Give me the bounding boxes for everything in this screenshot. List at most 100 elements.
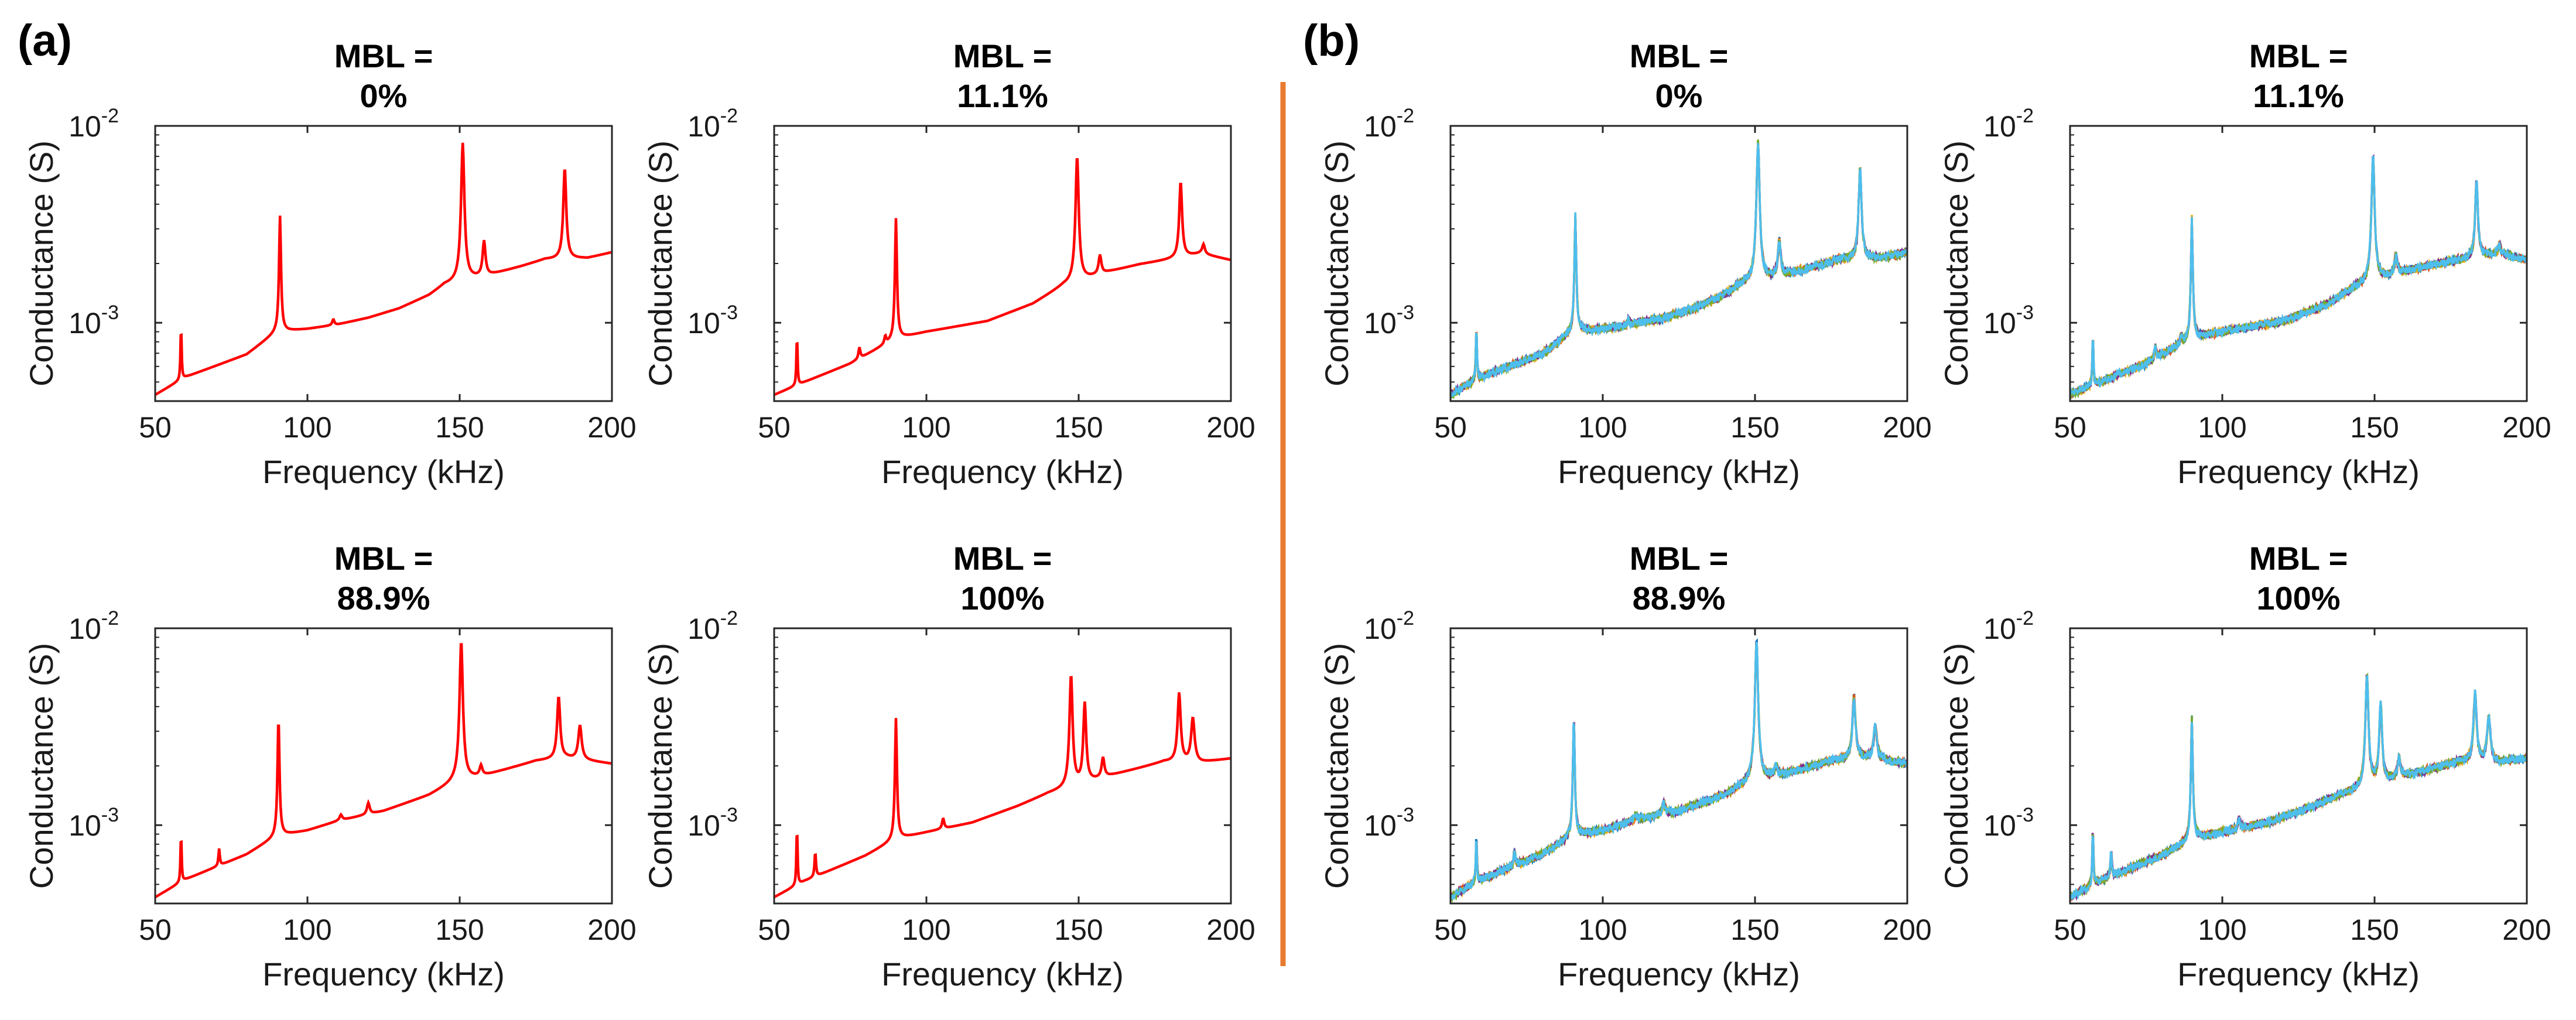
y-tick-base: 10 bbox=[687, 307, 720, 340]
data-line-measurement-6 bbox=[2070, 155, 2527, 396]
x-axis-label: Frequency (kHz) bbox=[2177, 956, 2420, 992]
y-tick-base: 10 bbox=[69, 809, 101, 842]
subplot-title-line2: 88.9% bbox=[337, 580, 430, 617]
data-line-measurement-5 bbox=[2070, 156, 2527, 399]
x-axis-label: Frequency (kHz) bbox=[1558, 956, 1800, 992]
y-tick-exponent: -2 bbox=[2016, 105, 2034, 127]
x-tick-label: 100 bbox=[902, 411, 950, 444]
y-tick-label: 10-2 bbox=[1364, 607, 1414, 645]
y-tick-exponent: -3 bbox=[2016, 804, 2034, 826]
y-tick-label: 10-3 bbox=[1364, 804, 1414, 842]
y-tick-exponent: -3 bbox=[1397, 302, 1414, 324]
y-tick-label: 10-3 bbox=[687, 302, 738, 340]
y-axis-label: Conductance (S) bbox=[642, 643, 679, 889]
x-tick-label: 200 bbox=[587, 913, 636, 946]
x-tick-label: 150 bbox=[435, 913, 484, 946]
x-tick-label: 150 bbox=[2350, 913, 2399, 946]
y-tick-exponent: -2 bbox=[720, 105, 738, 127]
y-tick-label: 10-3 bbox=[1364, 302, 1414, 340]
data-line-measurement-2 bbox=[2070, 157, 2527, 399]
x-tick-label: 100 bbox=[902, 913, 950, 946]
x-tick-label: 150 bbox=[435, 411, 484, 444]
subplot-title-line1: MBL = bbox=[1630, 37, 1729, 74]
x-tick-label: 150 bbox=[1730, 411, 1779, 444]
x-tick-label: 100 bbox=[1578, 411, 1627, 444]
x-tick-label: 200 bbox=[2502, 913, 2551, 946]
y-tick-label: 10-3 bbox=[1983, 804, 2034, 842]
data-line-measurement-5 bbox=[1451, 139, 1907, 399]
x-axis-label: Frequency (kHz) bbox=[881, 956, 1124, 992]
y-tick-label: 10-3 bbox=[69, 804, 119, 842]
y-tick-exponent: -2 bbox=[720, 607, 738, 629]
subplot-title-line1: MBL = bbox=[1630, 540, 1729, 577]
y-tick-exponent: -2 bbox=[1397, 105, 1414, 127]
y-tick-base: 10 bbox=[1983, 809, 2016, 842]
y-tick-label: 10-2 bbox=[1364, 105, 1414, 143]
x-tick-label: 100 bbox=[1578, 913, 1627, 946]
y-tick-label: 10-2 bbox=[687, 105, 738, 143]
y-tick-base: 10 bbox=[69, 110, 101, 143]
x-tick-label: 150 bbox=[1054, 411, 1103, 444]
y-tick-exponent: -3 bbox=[720, 804, 738, 826]
x-tick-label: 100 bbox=[2198, 411, 2246, 444]
y-tick-exponent: -3 bbox=[720, 302, 738, 324]
x-tick-label: 200 bbox=[1883, 411, 1931, 444]
y-tick-base: 10 bbox=[1364, 612, 1397, 645]
y-tick-base: 10 bbox=[1364, 110, 1397, 143]
x-tick-label: 50 bbox=[139, 913, 172, 946]
subplot-title-line2: 0% bbox=[1655, 77, 1703, 114]
x-tick-label: 200 bbox=[1206, 913, 1255, 946]
x-tick-label: 50 bbox=[758, 913, 791, 946]
y-tick-exponent: -2 bbox=[101, 105, 119, 127]
y-tick-base: 10 bbox=[687, 809, 720, 842]
y-tick-exponent: -3 bbox=[2016, 302, 2034, 324]
y-tick-exponent: -3 bbox=[101, 804, 119, 826]
subplot-title-line2: 88.9% bbox=[1633, 580, 1726, 617]
y-tick-label: 10-3 bbox=[687, 804, 738, 842]
y-tick-base: 10 bbox=[1364, 307, 1397, 340]
y-axis-label: Conductance (S) bbox=[1318, 141, 1355, 386]
subplot-title-line2: 11.1% bbox=[2253, 77, 2344, 114]
data-line-simulated bbox=[774, 158, 1231, 396]
y-tick-exponent: -3 bbox=[1397, 804, 1414, 826]
y-tick-label: 10-2 bbox=[1983, 105, 2034, 143]
x-tick-label: 50 bbox=[1434, 913, 1467, 946]
x-tick-label: 200 bbox=[587, 411, 636, 444]
data-line-measurement-4 bbox=[1451, 143, 1907, 396]
subplot-title-line2: 11.1% bbox=[957, 77, 1048, 114]
y-tick-base: 10 bbox=[1983, 612, 2016, 645]
y-tick-base: 10 bbox=[1983, 110, 2016, 143]
y-tick-base: 10 bbox=[1983, 307, 2016, 340]
subplot-title-line2: 100% bbox=[2256, 580, 2340, 617]
y-tick-exponent: -2 bbox=[1397, 607, 1414, 629]
y-axis-label: Conductance (S) bbox=[1938, 141, 1975, 386]
x-axis-label: Frequency (kHz) bbox=[262, 956, 505, 992]
x-tick-label: 100 bbox=[283, 913, 331, 946]
x-axis-label: Frequency (kHz) bbox=[881, 453, 1124, 490]
subplot-title-line1: MBL = bbox=[334, 540, 433, 577]
x-tick-label: 150 bbox=[1730, 913, 1779, 946]
y-axis-label: Conductance (S) bbox=[1318, 643, 1355, 889]
y-tick-base: 10 bbox=[69, 307, 101, 340]
axes-box bbox=[773, 627, 1232, 905]
panel-label-a: (a) bbox=[18, 16, 72, 66]
data-line-measurement-6 bbox=[2070, 675, 2527, 900]
data-line-measurement-4 bbox=[2070, 154, 2527, 398]
y-tick-base: 10 bbox=[687, 612, 720, 645]
data-line-measurement-6 bbox=[1451, 143, 1907, 398]
panel-label-b: (b) bbox=[1303, 16, 1360, 66]
x-axis-label: Frequency (kHz) bbox=[262, 453, 505, 490]
subplot-title-line1: MBL = bbox=[953, 37, 1052, 74]
axes-box bbox=[773, 125, 1232, 402]
x-tick-label: 150 bbox=[1054, 913, 1103, 946]
data-line-simulated bbox=[774, 676, 1231, 899]
subplot-title-line1: MBL = bbox=[334, 37, 433, 74]
y-tick-base: 10 bbox=[69, 612, 101, 645]
y-tick-label: 10-3 bbox=[69, 302, 119, 340]
y-tick-label: 10-2 bbox=[69, 105, 119, 143]
